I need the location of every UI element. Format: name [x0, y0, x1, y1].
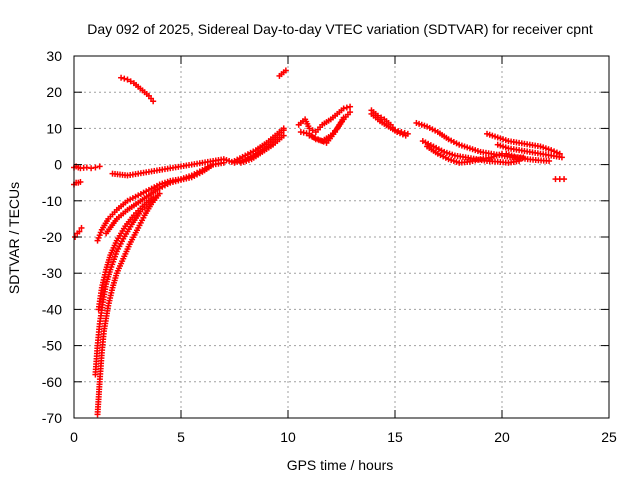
series-arc-evening-b: [419, 138, 523, 166]
data-markers: [71, 67, 568, 418]
series-arc-early-mid: [71, 178, 84, 188]
series-arc-afternoon-b: [368, 110, 409, 139]
series-arc-late-b: [494, 141, 565, 161]
series-arc-midday-a: [295, 103, 354, 136]
x-tick-label: 5: [177, 429, 185, 445]
series-arc-deep-dive-b: [92, 192, 161, 378]
x-tick-label: 15: [387, 429, 403, 445]
series-arc-midday-c: [306, 114, 347, 146]
series-arc-late-a: [484, 130, 563, 157]
chart-title: Day 092 of 2025, Sidereal Day-to-day VTE…: [87, 21, 593, 37]
y-tick-label: -10: [42, 193, 62, 209]
series-arc-spike-9.6: [276, 67, 289, 79]
series-arc-evening-c: [424, 143, 505, 166]
axis-ticks: [73, 55, 610, 419]
y-tick-label: 20: [46, 84, 62, 100]
x-tick-label: 25: [601, 429, 617, 445]
y-axis-label: SDTVAR / TECUs: [6, 182, 22, 294]
series-arc-rise-a: [231, 125, 287, 164]
series-arc-afternoon-a: [368, 107, 411, 137]
y-tick-label: -50: [42, 338, 62, 354]
y-tick-label: 0: [54, 157, 62, 173]
tick-labels: 0 5 10 15 20 25 -70 -60 -50 -40 -30 -20 -10 0 10 20 30: [42, 48, 617, 445]
x-tick-label: 20: [494, 429, 510, 445]
series-arc-recovery-lower: [103, 161, 217, 237]
x-tick-label: 0: [70, 429, 78, 445]
grid-lines: [74, 56, 609, 418]
series-arc-high-descent: [118, 74, 157, 105]
y-tick-label: -70: [42, 410, 62, 426]
x-tick-label: 10: [280, 429, 296, 445]
series-arc-late-c: [503, 150, 553, 164]
y-tick-label: 10: [46, 120, 62, 136]
y-tick-label: -20: [42, 229, 62, 245]
series-arc-deep-dive-c: [95, 194, 157, 313]
series-arc-rise-b: [237, 132, 287, 166]
y-tick-label: 30: [46, 48, 62, 64]
x-axis-label: GPS time / hours: [287, 457, 394, 473]
series-arc-late-point: [552, 176, 568, 183]
y-tick-label: -40: [42, 301, 62, 317]
y-tick-label: -30: [42, 265, 62, 281]
y-tick-label: -60: [42, 374, 62, 390]
